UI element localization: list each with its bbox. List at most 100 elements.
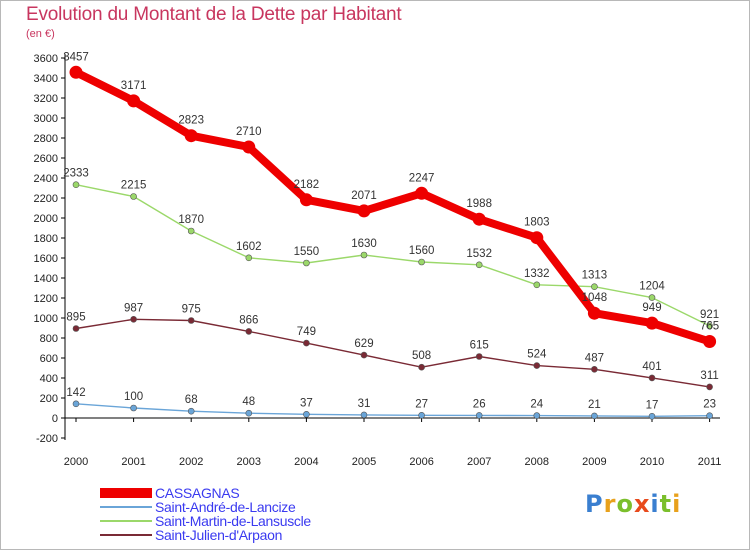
y-tick-label: 3400 xyxy=(34,73,58,85)
series-point-0 xyxy=(357,204,371,218)
data-label-2: 921 xyxy=(700,309,719,321)
series-line-1 xyxy=(75,403,711,417)
data-label-2: 1550 xyxy=(294,246,320,258)
series-point-2 xyxy=(245,254,253,262)
data-label-1: 23 xyxy=(703,399,716,411)
data-label-0: 1803 xyxy=(524,217,550,229)
y-tick-label: 2600 xyxy=(34,153,58,165)
data-label-2: 1560 xyxy=(409,245,435,257)
data-label-0: 949 xyxy=(642,302,661,314)
series-point-2 xyxy=(706,322,713,330)
data-label-3: 508 xyxy=(412,350,431,362)
data-label-2: 2215 xyxy=(121,180,147,192)
y-tick-label: 2000 xyxy=(34,213,58,225)
y-tick-label: 1400 xyxy=(34,273,58,285)
series-point-0 xyxy=(127,94,141,108)
data-label-1: 68 xyxy=(185,394,198,406)
data-label-0: 1048 xyxy=(582,292,608,304)
y-tick-label: 1000 xyxy=(34,313,58,325)
data-label-1: 48 xyxy=(242,396,255,408)
data-label-1: 31 xyxy=(358,398,371,410)
data-label-1: 17 xyxy=(646,399,659,411)
data-label-1: 37 xyxy=(300,397,313,409)
y-tick-label: 0 xyxy=(52,413,58,425)
x-tick-label: 2005 xyxy=(352,456,376,468)
data-label-0: 2710 xyxy=(236,126,262,138)
series-point-2 xyxy=(475,261,483,269)
series-point-2 xyxy=(72,181,80,188)
y-tick-label: 3000 xyxy=(34,113,58,125)
data-label-0: 1988 xyxy=(466,198,492,210)
x-tick-label: 2006 xyxy=(409,456,433,468)
series-point-0 xyxy=(530,231,544,245)
series-point-1 xyxy=(130,404,137,412)
series-point-3 xyxy=(706,383,713,391)
series-point-0 xyxy=(415,186,429,200)
y-tick-label: 1600 xyxy=(34,253,58,265)
series-point-1 xyxy=(187,407,195,415)
series-point-1 xyxy=(418,411,425,419)
legend-swatch-saint-andre xyxy=(100,506,152,508)
data-label-0: 2071 xyxy=(351,190,377,202)
series-point-2 xyxy=(533,281,541,289)
data-label-0: 3457 xyxy=(63,51,89,63)
data-label-1: 21 xyxy=(588,399,601,411)
series-point-3 xyxy=(475,353,483,360)
series-point-1 xyxy=(72,400,80,408)
x-tick-label: 2009 xyxy=(582,456,606,468)
y-tick-label: 3600 xyxy=(34,53,58,65)
series-point-3 xyxy=(360,351,368,359)
data-label-2: 1630 xyxy=(351,238,377,250)
data-label-0: 2247 xyxy=(409,172,435,184)
series-point-0 xyxy=(69,65,83,79)
data-label-0: 3171 xyxy=(121,80,147,92)
data-label-3: 629 xyxy=(354,338,373,350)
data-label-1: 24 xyxy=(530,399,543,411)
x-tick-label: 2002 xyxy=(179,456,203,468)
series-point-2 xyxy=(130,193,137,200)
series-point-3 xyxy=(533,362,541,369)
data-label-3: 401 xyxy=(642,361,661,373)
data-label-1: 100 xyxy=(124,391,143,403)
series-point-3 xyxy=(187,317,195,324)
series-point-0 xyxy=(184,129,198,143)
y-tick-label: 400 xyxy=(40,373,58,385)
series-point-2 xyxy=(648,294,656,301)
series-line-2 xyxy=(75,183,711,327)
series-line-3 xyxy=(75,318,711,388)
y-tick-label: 1800 xyxy=(34,233,58,245)
y-tick-label: 600 xyxy=(40,353,58,365)
data-label-2: 1870 xyxy=(178,214,204,226)
y-tick-label: 200 xyxy=(40,393,58,405)
y-tick-label: 2400 xyxy=(34,173,58,185)
y-tick-label: 1200 xyxy=(34,293,58,305)
data-label-1: 142 xyxy=(66,387,85,399)
series-point-1 xyxy=(706,412,713,420)
chart-unit: (en €) xyxy=(26,28,55,40)
legend-label-saint-julien: Saint-Julien-d'Arpaon xyxy=(155,527,283,543)
series-point-2 xyxy=(187,227,195,235)
series-point-2 xyxy=(418,258,425,266)
legend-swatch-cassagnas xyxy=(100,488,152,498)
series-line-0 xyxy=(72,68,714,346)
data-label-1: 27 xyxy=(415,398,428,410)
x-tick-label: 2004 xyxy=(294,456,318,468)
x-tick-label: 2000 xyxy=(64,456,88,468)
series-point-3 xyxy=(648,374,656,382)
legend-swatch-saint-martin xyxy=(100,520,152,522)
series-point-3 xyxy=(591,365,598,373)
x-tick-label: 2007 xyxy=(467,456,491,468)
series-point-1 xyxy=(303,410,310,418)
series-point-1 xyxy=(475,412,483,419)
series-point-0 xyxy=(587,306,601,320)
series-point-1 xyxy=(360,411,368,419)
legend-swatch-saint-julien xyxy=(100,534,152,536)
series-point-1 xyxy=(245,409,253,417)
data-label-2: 1204 xyxy=(639,281,665,293)
x-tick-label: 2001 xyxy=(121,456,145,468)
data-label-3: 311 xyxy=(700,370,718,382)
data-label-2: 1313 xyxy=(582,270,608,282)
x-tick-label: 2008 xyxy=(525,456,549,468)
